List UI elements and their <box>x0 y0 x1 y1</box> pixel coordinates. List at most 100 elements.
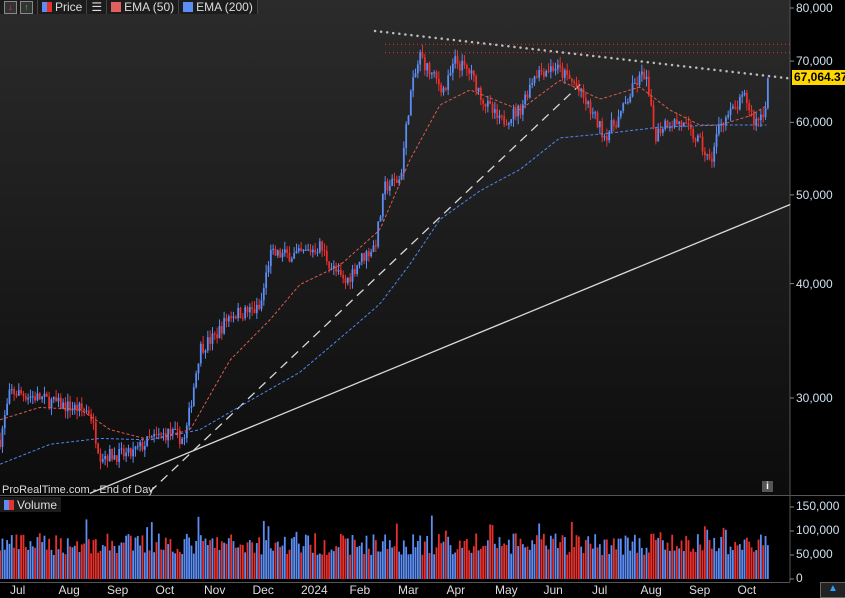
volume-bar <box>290 538 293 579</box>
candle-body <box>633 82 636 84</box>
ema200-swatch-icon <box>183 2 194 12</box>
candle-body <box>547 71 550 73</box>
candle-body <box>101 459 104 462</box>
volume-bar <box>556 548 559 579</box>
volume-bar <box>461 547 464 579</box>
candle-body <box>176 428 179 431</box>
volume-legend[interactable]: Volume <box>0 497 62 512</box>
candle-body <box>402 147 405 174</box>
candle-body <box>701 136 704 152</box>
candle-body <box>465 64 468 69</box>
volume-bar <box>108 550 111 579</box>
candle-body <box>97 443 100 454</box>
legend-price[interactable]: Price <box>38 0 88 14</box>
upload-icon[interactable]: ↑ <box>20 0 33 14</box>
volume-swatch-icon <box>4 499 14 510</box>
candle-body <box>395 179 398 183</box>
volume-bar <box>192 553 195 579</box>
candle-body <box>104 455 107 460</box>
candle-body <box>512 108 515 120</box>
candle-body <box>353 269 356 275</box>
legend-ema50[interactable]: EMA (50) <box>107 0 180 14</box>
volume-bar <box>428 553 431 579</box>
volume-bar <box>388 540 391 579</box>
candle-body <box>755 118 758 125</box>
candle-body <box>545 71 548 77</box>
candle-body <box>647 76 650 96</box>
candle-body <box>619 110 622 117</box>
volume-bar <box>1 538 4 579</box>
volume-bar <box>255 543 258 579</box>
volume-bar <box>563 537 566 579</box>
candle-body <box>591 112 594 114</box>
candle-body <box>24 396 27 400</box>
candle-body <box>155 434 158 436</box>
candle-body <box>8 389 11 404</box>
x-tick-label: Apr <box>446 583 466 597</box>
candle-body <box>157 433 160 435</box>
candle-body <box>300 248 303 252</box>
volume-bar <box>379 551 382 579</box>
volume-bar <box>531 540 534 579</box>
candle-body <box>1 428 4 447</box>
volume-bar <box>507 539 510 579</box>
volume-bar <box>6 540 9 579</box>
volume-tick-label: 0 <box>796 571 803 585</box>
volume-bar <box>755 550 758 579</box>
candle-body <box>188 407 191 426</box>
volume-bar <box>745 537 748 579</box>
volume-bar <box>27 549 30 579</box>
candle-body <box>73 404 76 409</box>
candle-body <box>15 394 18 396</box>
volume-bar <box>470 552 473 579</box>
volume-bar <box>38 533 41 579</box>
candle-body <box>346 277 349 283</box>
candle-body <box>335 265 338 272</box>
candle-body <box>388 185 391 191</box>
candle-body <box>192 387 195 406</box>
candle-body <box>741 94 744 97</box>
volume-bar <box>197 516 200 579</box>
candle-body <box>85 410 88 412</box>
volume-bar <box>295 531 298 579</box>
volume-bar <box>643 554 646 579</box>
candle-body <box>265 272 268 289</box>
info-icon[interactable]: i <box>762 481 773 492</box>
candle-body <box>13 389 16 395</box>
volume-bar <box>381 541 384 579</box>
candle-body <box>106 455 109 462</box>
candle-body <box>454 56 457 64</box>
volume-bar <box>591 548 594 579</box>
candle-body <box>598 121 601 128</box>
volume-bar <box>239 544 242 579</box>
volume-bar <box>293 536 296 579</box>
volume-bar <box>15 534 18 579</box>
candle-body <box>314 249 317 253</box>
trendline-resistance <box>373 29 792 80</box>
x-tick-label: Mar <box>398 583 419 597</box>
x-tick-label: Aug <box>640 583 662 597</box>
volume-bar <box>339 534 342 579</box>
watermark: ProRealTime.com - End of Day <box>2 484 154 496</box>
legend-ema200[interactable]: EMA (200) <box>179 0 258 14</box>
volume-bar <box>664 549 667 579</box>
volume-bar <box>601 554 604 579</box>
candle-body <box>400 173 403 180</box>
volume-bar <box>227 538 230 579</box>
volume-bar <box>106 533 109 579</box>
candle-body <box>496 109 499 119</box>
volume-bar <box>496 547 499 579</box>
download-icon[interactable]: ↓ <box>4 0 17 14</box>
indicator-list-button[interactable]: ☰ <box>87 0 108 14</box>
volume-bar <box>31 546 34 579</box>
candle-body <box>171 429 174 434</box>
volume-bar <box>727 554 730 579</box>
candle-body <box>52 397 55 400</box>
candle-body <box>213 333 216 335</box>
volume-bar <box>162 549 165 579</box>
candle-body <box>76 404 79 412</box>
legend-price-label: Price <box>55 0 83 14</box>
volume-bar <box>493 543 496 579</box>
candle-body <box>419 52 422 65</box>
